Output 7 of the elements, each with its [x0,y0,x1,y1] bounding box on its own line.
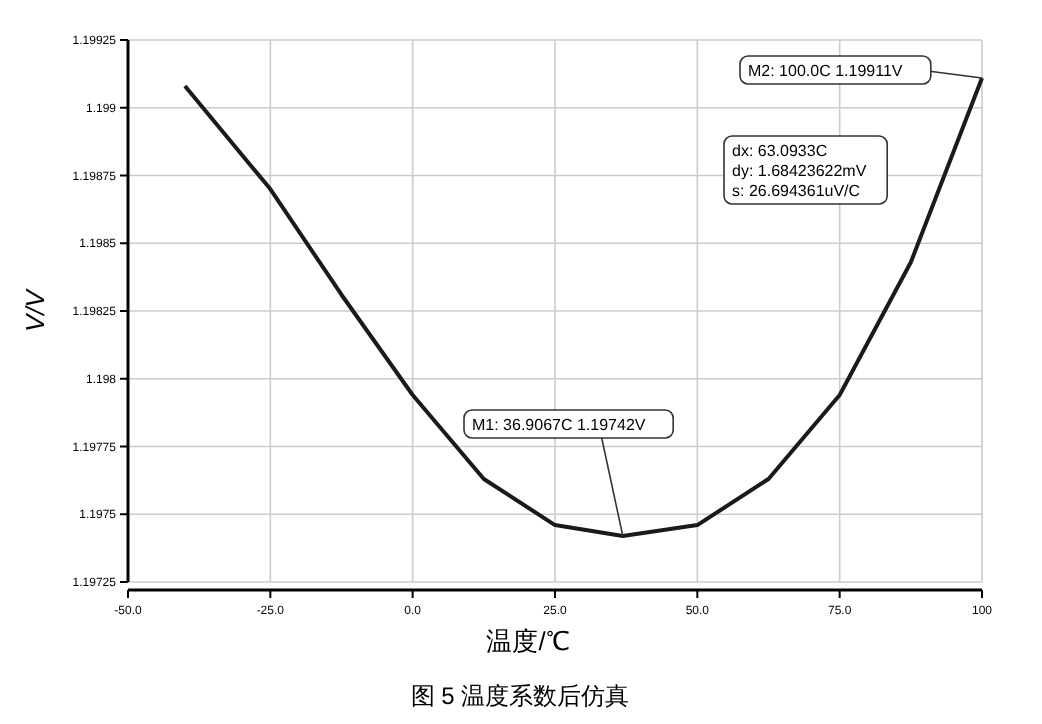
annotation: M1: 36.9067C 1.19742V [472,416,647,434]
y-axis-title: V/V [20,287,50,332]
x-axis-title: 温度/℃ [486,626,570,656]
line-series [182,75,984,538]
caption: 图 5 温度系数后仿真 [410,682,630,710]
annotation: dx: 63.0933C dy: 1.68423622mV s: 26.694361uV/C [732,142,868,200]
annotation: M2: 100.0C 1.19911V [748,62,904,80]
